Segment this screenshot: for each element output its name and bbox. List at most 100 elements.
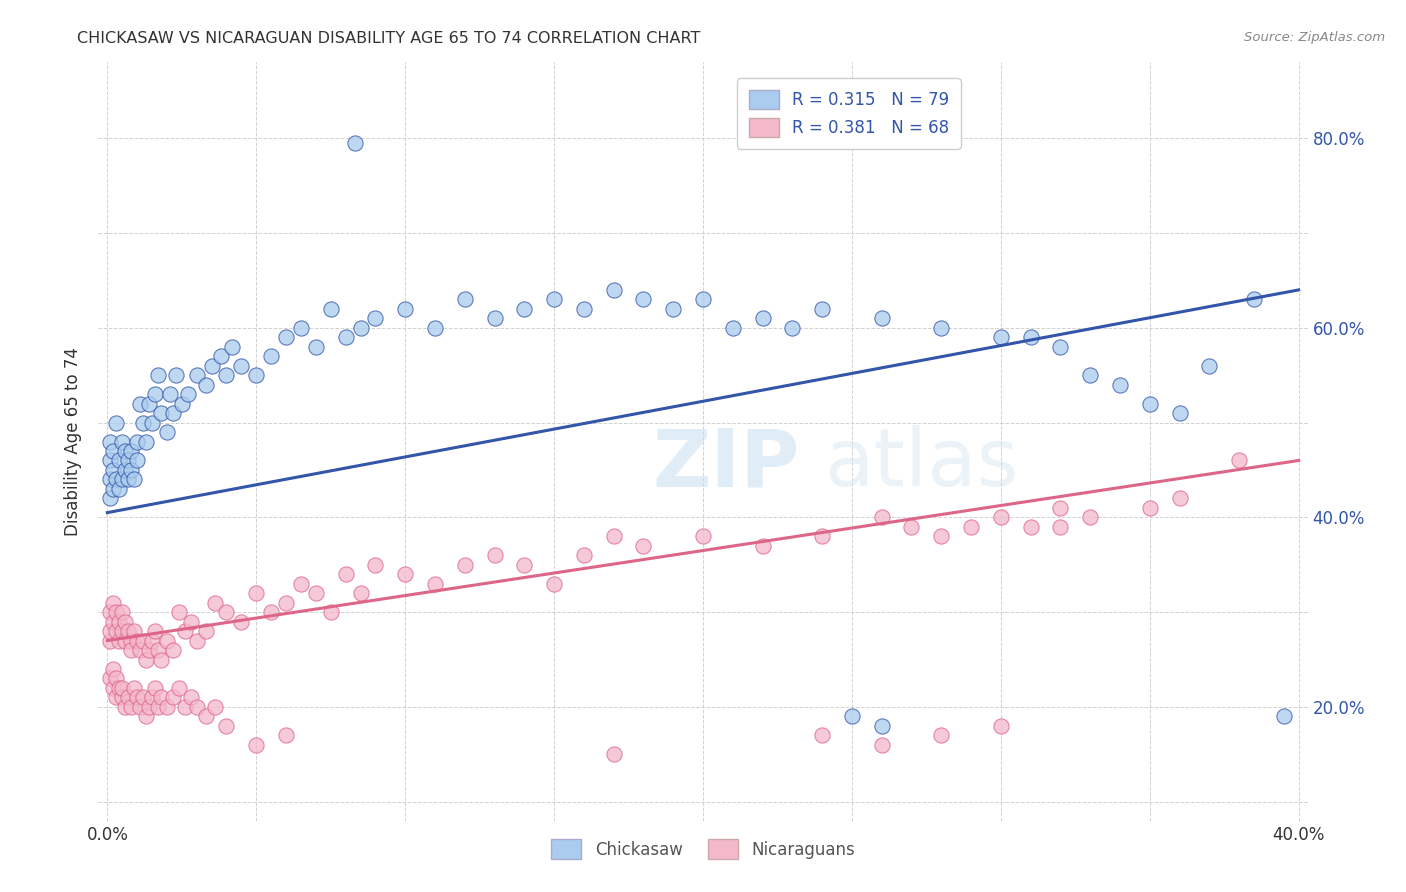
Point (103, 615, 125, 629)
Point (572, 301, 595, 316)
Point (103, 482, 125, 496)
Point (200, 359, 222, 373)
Point (1019, 330, 1042, 344)
Point (274, 330, 297, 344)
Point (141, 416, 163, 430)
Point (990, 719, 1012, 733)
Point (103, 596, 125, 610)
Point (454, 293, 477, 307)
Point (662, 301, 685, 316)
Point (394, 567, 416, 582)
Point (146, 643, 169, 657)
Point (149, 690, 172, 705)
Point (159, 387, 181, 401)
Point (111, 690, 134, 705)
Point (129, 699, 152, 714)
Point (103, 444, 125, 458)
Point (103, 463, 125, 477)
Point (138, 643, 160, 657)
Point (870, 719, 893, 733)
Point (98, 453, 121, 467)
Point (173, 624, 195, 639)
Point (122, 473, 145, 487)
Point (274, 596, 297, 610)
Point (394, 301, 416, 316)
Point (751, 311, 773, 326)
Point (215, 368, 238, 383)
Point (782, 321, 804, 335)
Point (1019, 520, 1042, 534)
Point (127, 434, 149, 449)
Point (167, 605, 190, 619)
Point (186, 368, 208, 383)
Text: Source: ZipAtlas.com: Source: ZipAtlas.com (1244, 31, 1385, 45)
Point (108, 453, 131, 467)
Point (170, 396, 193, 410)
Point (1243, 293, 1265, 307)
Point (146, 368, 169, 383)
Point (129, 643, 152, 657)
Point (127, 690, 149, 705)
Point (633, 539, 655, 553)
Point (870, 510, 893, 524)
Point (751, 539, 773, 553)
Point (811, 728, 834, 742)
Point (105, 416, 128, 430)
Point (114, 463, 136, 477)
Point (117, 473, 139, 487)
Point (204, 699, 226, 714)
Point (114, 633, 136, 648)
Point (98, 491, 121, 506)
Point (841, 709, 863, 723)
Point (111, 434, 134, 449)
Point (146, 699, 169, 714)
Point (149, 652, 172, 666)
Point (290, 576, 312, 591)
Point (260, 605, 283, 619)
Point (108, 681, 131, 695)
Point (543, 293, 565, 307)
Point (484, 548, 506, 563)
Point (156, 633, 179, 648)
Point (143, 624, 166, 639)
Point (141, 633, 163, 648)
Point (245, 586, 267, 600)
Point (1227, 453, 1250, 467)
Point (135, 652, 157, 666)
Point (513, 301, 536, 316)
Point (103, 681, 125, 695)
Point (120, 633, 142, 648)
Point (177, 387, 200, 401)
Point (117, 624, 139, 639)
Point (602, 747, 624, 762)
Point (120, 643, 142, 657)
Point (721, 321, 744, 335)
Point (98, 672, 121, 686)
Point (335, 330, 357, 344)
Point (572, 548, 595, 563)
Point (108, 482, 131, 496)
Point (900, 520, 922, 534)
Point (108, 633, 131, 648)
Point (1198, 359, 1220, 373)
Point (602, 529, 624, 543)
Point (221, 340, 243, 354)
Point (156, 425, 179, 439)
Point (870, 311, 893, 326)
Point (343, 136, 366, 150)
Point (1049, 500, 1071, 515)
Point (1168, 406, 1191, 420)
Point (114, 615, 136, 629)
Point (98, 605, 121, 619)
Point (349, 321, 371, 335)
Point (990, 510, 1012, 524)
Point (141, 690, 163, 705)
Point (114, 699, 136, 714)
Point (543, 576, 565, 591)
Point (692, 293, 714, 307)
Point (484, 311, 506, 326)
Point (1139, 500, 1161, 515)
Point (149, 406, 172, 420)
Point (132, 416, 155, 430)
Point (111, 681, 134, 695)
